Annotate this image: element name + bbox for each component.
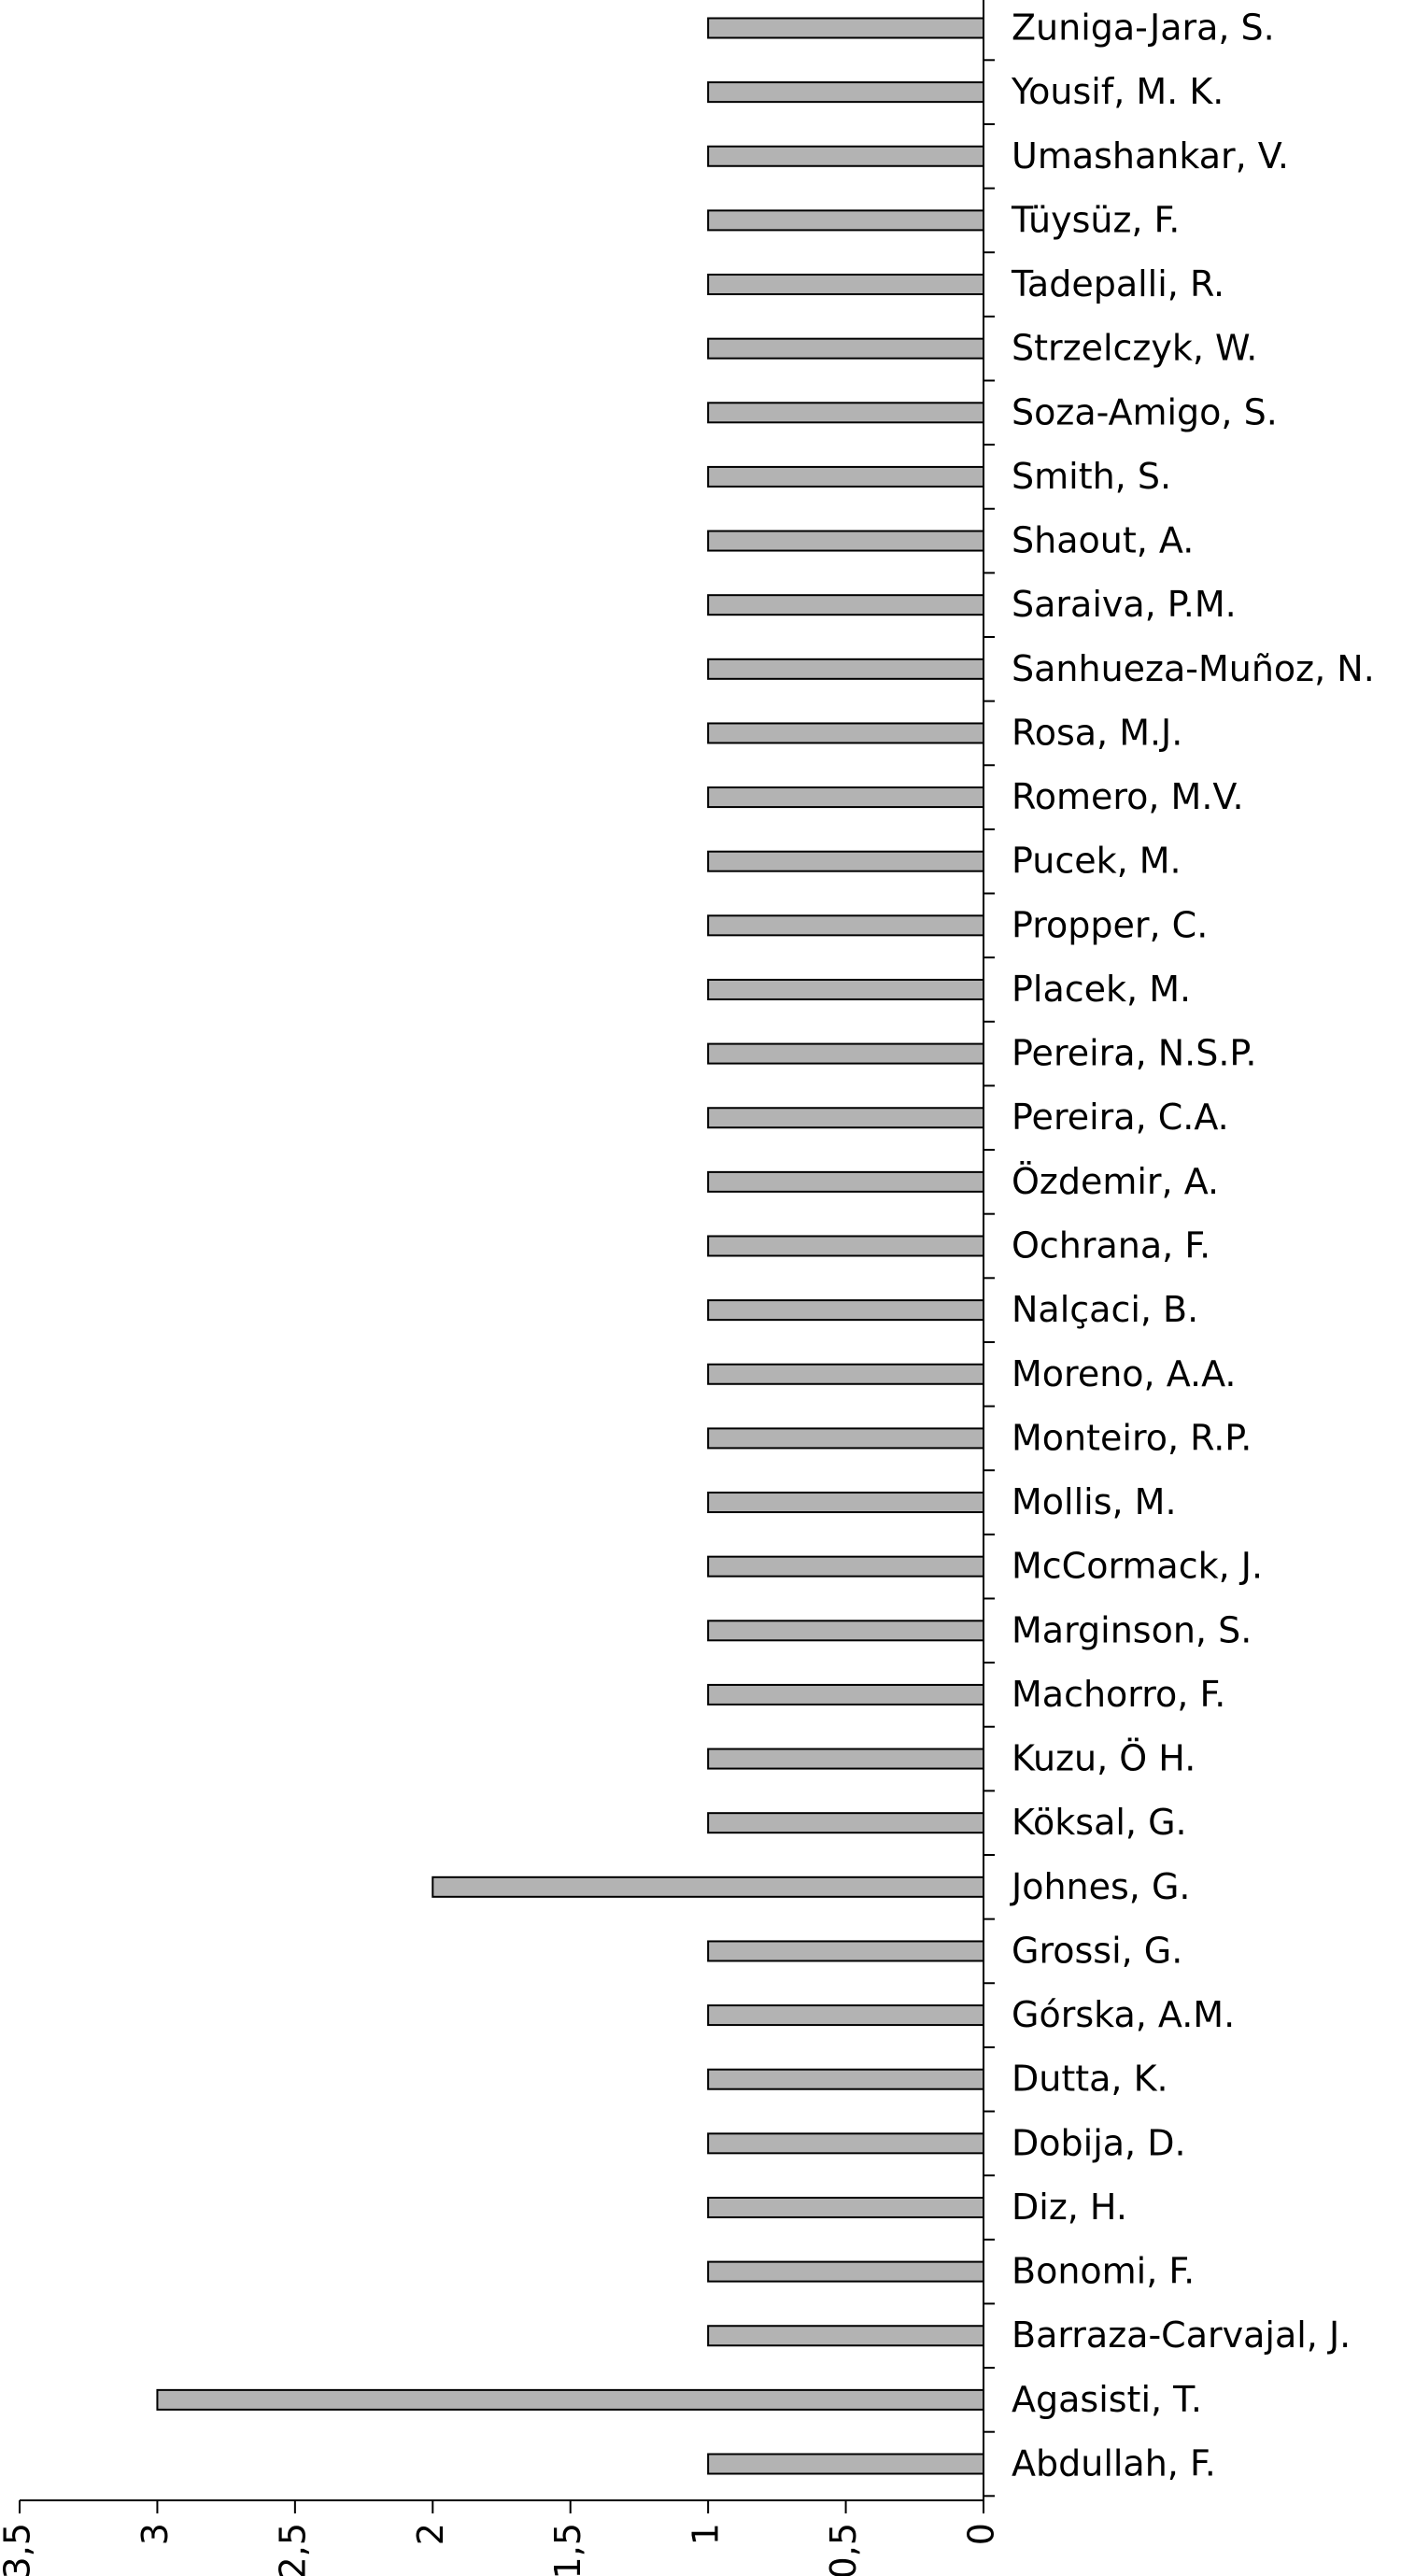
y-tick-label: Shaout, A. [1012, 520, 1194, 561]
y-tick-label: Zuniga-Jara, S. [1012, 7, 1275, 49]
y-tick-label: Ochrana, F. [1012, 1225, 1210, 1267]
y-tick-label: Górska, A.M. [1012, 1994, 1235, 2035]
bar [707, 1555, 985, 1578]
y-tick-label: Marginson, S. [1012, 1609, 1252, 1650]
bar [707, 145, 985, 167]
x-tick-label: 0 [961, 2523, 1002, 2545]
y-tick-label: Tüysüz, F. [1011, 199, 1180, 240]
bar [707, 2453, 985, 2475]
x-tick-label: 2,5 [272, 2523, 313, 2576]
bar [707, 850, 985, 872]
y-tick-label: Abdullah, F. [1012, 2443, 1216, 2484]
x-tick-label: 2 [410, 2523, 451, 2545]
bar [707, 530, 985, 552]
y-tick-label: Özdemir, A. [1012, 1161, 1219, 1202]
bar [707, 1170, 985, 1193]
y-tick-label: Johnes, G. [1010, 1866, 1190, 1907]
bar [707, 1748, 985, 1770]
bar [707, 402, 985, 424]
bar [707, 978, 985, 1000]
bar [707, 1940, 985, 1962]
bar [707, 1683, 985, 1706]
bar [707, 465, 985, 488]
x-tick-label: 3,5 [0, 2523, 38, 2576]
bar [707, 337, 985, 360]
bar [707, 2132, 985, 2155]
y-tick-label: Mollis, M. [1012, 1481, 1177, 1522]
bar [707, 1620, 985, 1642]
bar [707, 2325, 985, 2347]
bar [707, 1812, 985, 1834]
y-tick-label: Dobija, D. [1012, 2122, 1186, 2163]
bar [156, 2388, 984, 2411]
bar [707, 786, 985, 809]
bar [432, 1875, 984, 1898]
y-tick-label: Strzelczyk, W. [1012, 328, 1257, 369]
y-tick-label: Barraza-Carvajal, J. [1012, 2314, 1351, 2356]
y-tick-label: Monteiro, R.P. [1012, 1417, 1252, 1458]
y-tick-label: Rosa, M.J. [1012, 712, 1182, 753]
bar [707, 1492, 985, 1514]
y-tick-label: Propper, C. [1012, 904, 1208, 945]
y-tick-label: Agasisti, T. [1012, 2379, 1202, 2420]
bar [707, 2004, 985, 2027]
bar [707, 1042, 985, 1065]
bar [707, 722, 985, 744]
y-tick-label: Saraiva, P.M. [1012, 584, 1237, 625]
bar [707, 594, 985, 616]
bar [707, 2068, 985, 2090]
bar [707, 1235, 985, 1257]
bar [707, 17, 985, 39]
y-tick-label: Diz, H. [1012, 2187, 1127, 2228]
x-tick-label: 1 [686, 2523, 727, 2545]
bar [707, 2196, 985, 2218]
y-tick-label: Pereira, N.S.P. [1012, 1033, 1257, 1074]
bar [707, 274, 985, 296]
y-tick-label: Bonomi, F. [1012, 2251, 1195, 2292]
y-tick-label: Kuzu, Ö H. [1012, 1738, 1196, 1779]
y-tick-label: Dutta, K. [1012, 2059, 1168, 2100]
bar [707, 1427, 985, 1450]
y-tick-label: Pucek, M. [1012, 841, 1182, 882]
y-tick-label: Tadepalli, R. [1011, 263, 1224, 304]
y-tick-label: Grossi, G. [1012, 1930, 1182, 1971]
y-tick-label: Umashankar, V. [1012, 135, 1289, 177]
bar [707, 1107, 985, 1129]
y-tick-label: Pereira, C.A. [1012, 1097, 1229, 1138]
y-tick-label: Machorro, F. [1012, 1674, 1225, 1715]
bar [707, 1299, 985, 1322]
bar [707, 1363, 985, 1385]
y-tick-label: Nalçaci, B. [1012, 1289, 1198, 1330]
y-tick-label: Moreno, A.A. [1012, 1353, 1237, 1394]
y-tick-label: Köksal, G. [1012, 1802, 1187, 1843]
y-tick-label: Sanhueza-Muñoz, N. [1012, 648, 1375, 689]
bar [707, 658, 985, 680]
y-tick-label: Romero, M.V. [1012, 776, 1244, 817]
y-tick-label: Yousif, M. K. [1011, 71, 1224, 112]
x-tick-label: 1,5 [547, 2523, 588, 2576]
y-tick-label: McCormack, J. [1012, 1546, 1263, 1587]
y-tick-label: Smith, S. [1012, 456, 1171, 497]
x-tick-label: 3 [134, 2523, 176, 2545]
bar [707, 81, 985, 104]
y-tick-label: Placek, M. [1012, 969, 1191, 1010]
bar [707, 209, 985, 232]
bar [707, 2260, 985, 2283]
x-tick-label: 0,5 [823, 2523, 864, 2576]
bar [707, 914, 985, 937]
y-tick-label: Soza-Amigo, S. [1012, 391, 1278, 432]
